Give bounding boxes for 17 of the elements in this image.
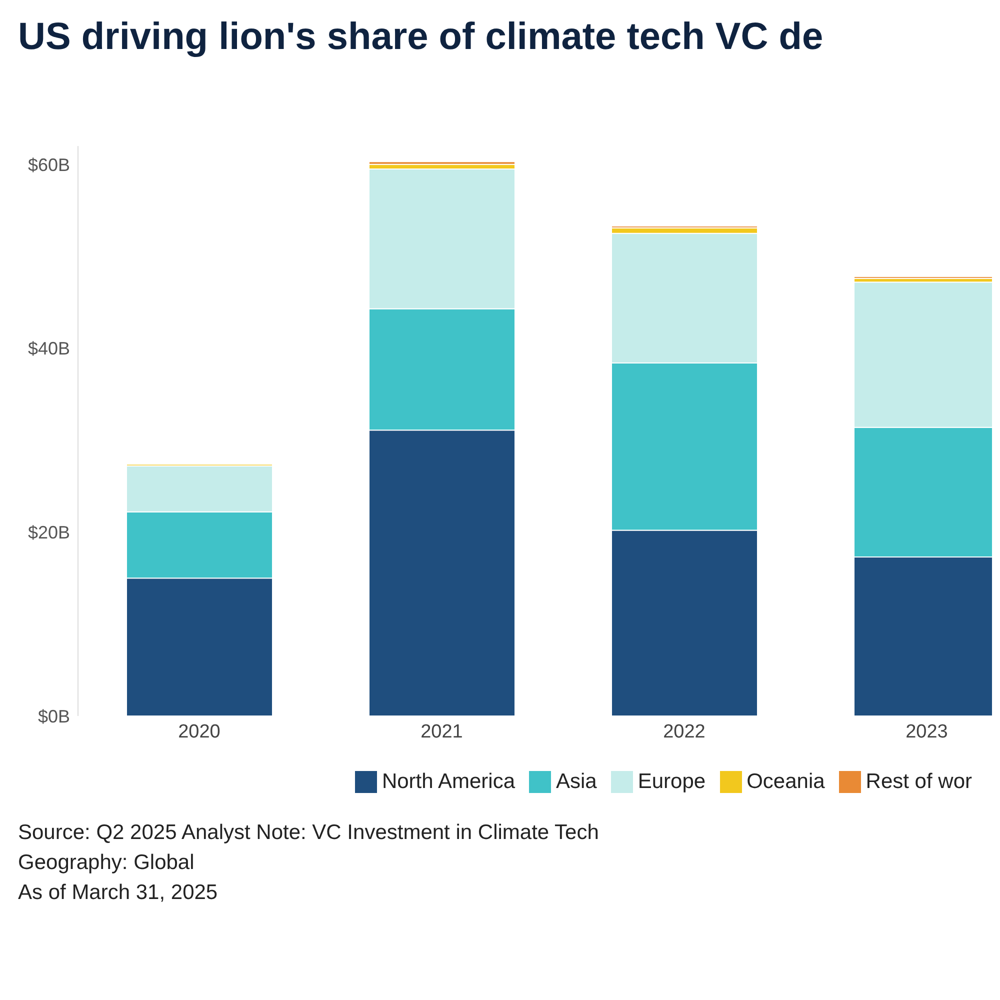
legend-label: Oceania <box>746 770 825 794</box>
y-tick-label: $40B <box>28 338 70 359</box>
legend-label: Europe <box>636 770 706 794</box>
x-tick-label: 2020 <box>178 721 220 742</box>
x-tick-label: 2022 <box>663 721 706 742</box>
x-tick-label: 2021 <box>420 721 463 742</box>
legend-label: Rest of wor <box>864 770 972 794</box>
legend-label: Asia <box>555 770 597 794</box>
chart-title: US driving lion's share of climate tech VC de <box>17 15 824 60</box>
y-tick-label: $0B <box>38 706 70 726</box>
text: Geography: Global <box>18 850 196 876</box>
legend-label: North America <box>380 770 515 794</box>
y-tick-label: $60B <box>28 154 70 175</box>
x-tick-label: 2023 <box>906 721 948 742</box>
y-tick-label: $20B <box>28 522 70 543</box>
source-note: Source: Q2 2025 Analyst Note: VC Investment in Climate Tech <box>18 820 600 846</box>
text: As of March 31, 2025 <box>18 880 219 906</box>
